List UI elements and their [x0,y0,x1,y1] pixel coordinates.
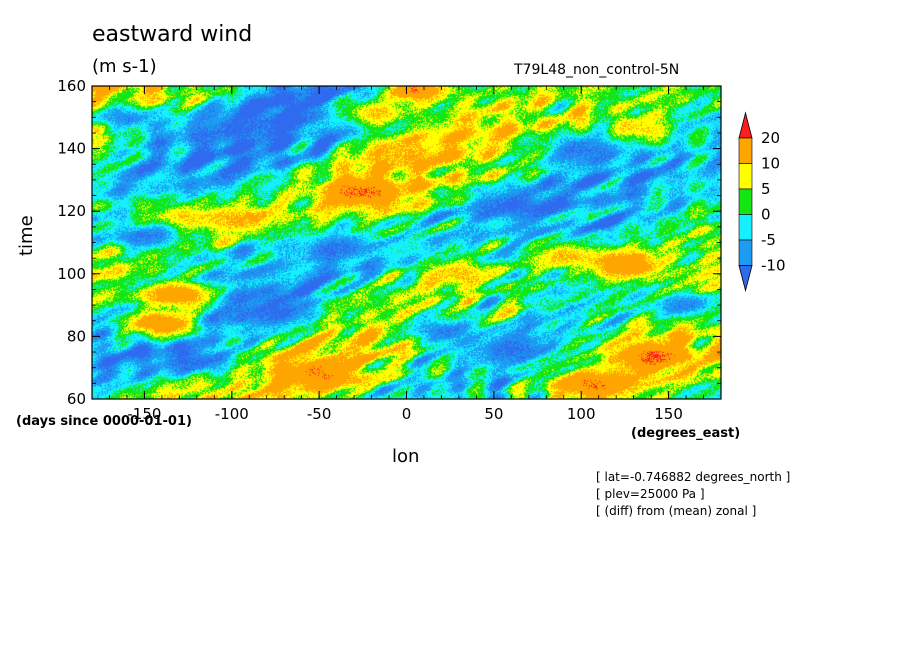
colorbar-label: 5 [761,180,771,198]
colorbar-label: -10 [761,257,786,275]
colorbar-segment [738,137,753,164]
x-tick-label: -150 [127,405,161,423]
x-tick-label: -100 [215,405,249,423]
colorbar-bottom-triangle [738,265,753,293]
x-axis-units: (degrees_east) [631,426,741,441]
y-tick-label: 100 [57,265,86,283]
y-tick-label: 60 [67,390,86,408]
colorbar-segment [738,214,753,241]
chart-subtitle: T79L48_non_control-5N [514,62,680,78]
annotation-difference: [ (diff) from (mean) zonal ] [596,504,757,518]
x-tick-label: -50 [307,405,332,423]
x-tick-label: 50 [484,405,503,423]
colorbar-label: 20 [761,129,780,147]
colorbar-label: 10 [761,155,780,173]
colorbar-label: 0 [761,206,771,224]
plot-frame [91,85,722,400]
x-axis-label: lon [392,446,420,467]
y-tick-label: 160 [57,77,86,95]
colorbar-segment [738,163,753,190]
colorbar-segment [738,188,753,215]
annotation-latitude: [ lat=-0.746882 degrees_north ] [596,470,791,484]
y-tick-label: 140 [57,140,86,158]
colorbar-top-triangle [738,111,753,139]
chart-units: (m s-1) [92,56,157,77]
colorbar-label: -5 [761,231,776,249]
y-tick-label: 120 [57,202,86,220]
heatmap-field [92,86,721,399]
x-tick-label: 150 [654,405,683,423]
y-axis-units: (days since 0000-01-01) [16,414,192,429]
x-tick-label: 100 [567,405,596,423]
x-tick-label: 0 [402,405,412,423]
chart-title: eastward wind [92,22,253,47]
y-tick-label: 80 [67,327,86,345]
annotation-pressure-level: [ plev=25000 Pa ] [596,487,705,501]
colorbar-segment [738,239,753,266]
